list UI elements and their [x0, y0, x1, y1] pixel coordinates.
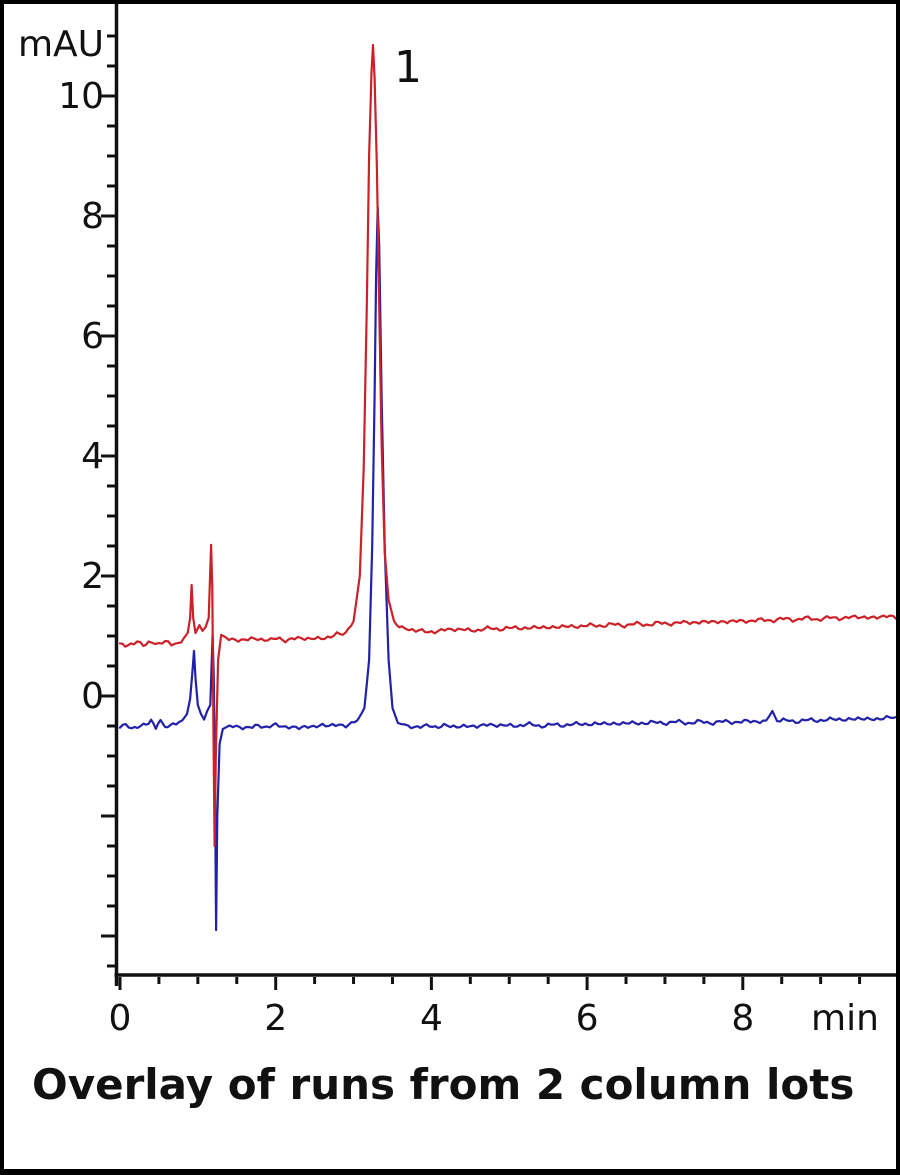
x-tick-label: 6: [576, 998, 599, 1039]
x-tick-label: 0: [109, 998, 132, 1039]
y-tick-label: 6: [81, 316, 104, 357]
y-tick-label: 10: [58, 76, 104, 117]
x-tick-label: 4: [420, 998, 443, 1039]
y-axis-unit-label: mAU: [18, 24, 104, 65]
x-tick-label: 8: [731, 998, 754, 1039]
y-tick-label: 0: [81, 676, 104, 717]
peak-label: 1: [394, 42, 422, 93]
y-tick-label: 8: [81, 196, 104, 237]
y-tick-label: 2: [81, 556, 104, 597]
x-axis-unit-label: min: [811, 998, 879, 1039]
trace-column_lot_1_red: [118, 43, 896, 848]
figure-caption: Overlay of runs from 2 column lots: [32, 1060, 855, 1109]
trace-column_lot_2_blue: [118, 205, 896, 932]
x-tick-label: 2: [264, 998, 287, 1039]
y-tick-label: 4: [81, 436, 104, 477]
